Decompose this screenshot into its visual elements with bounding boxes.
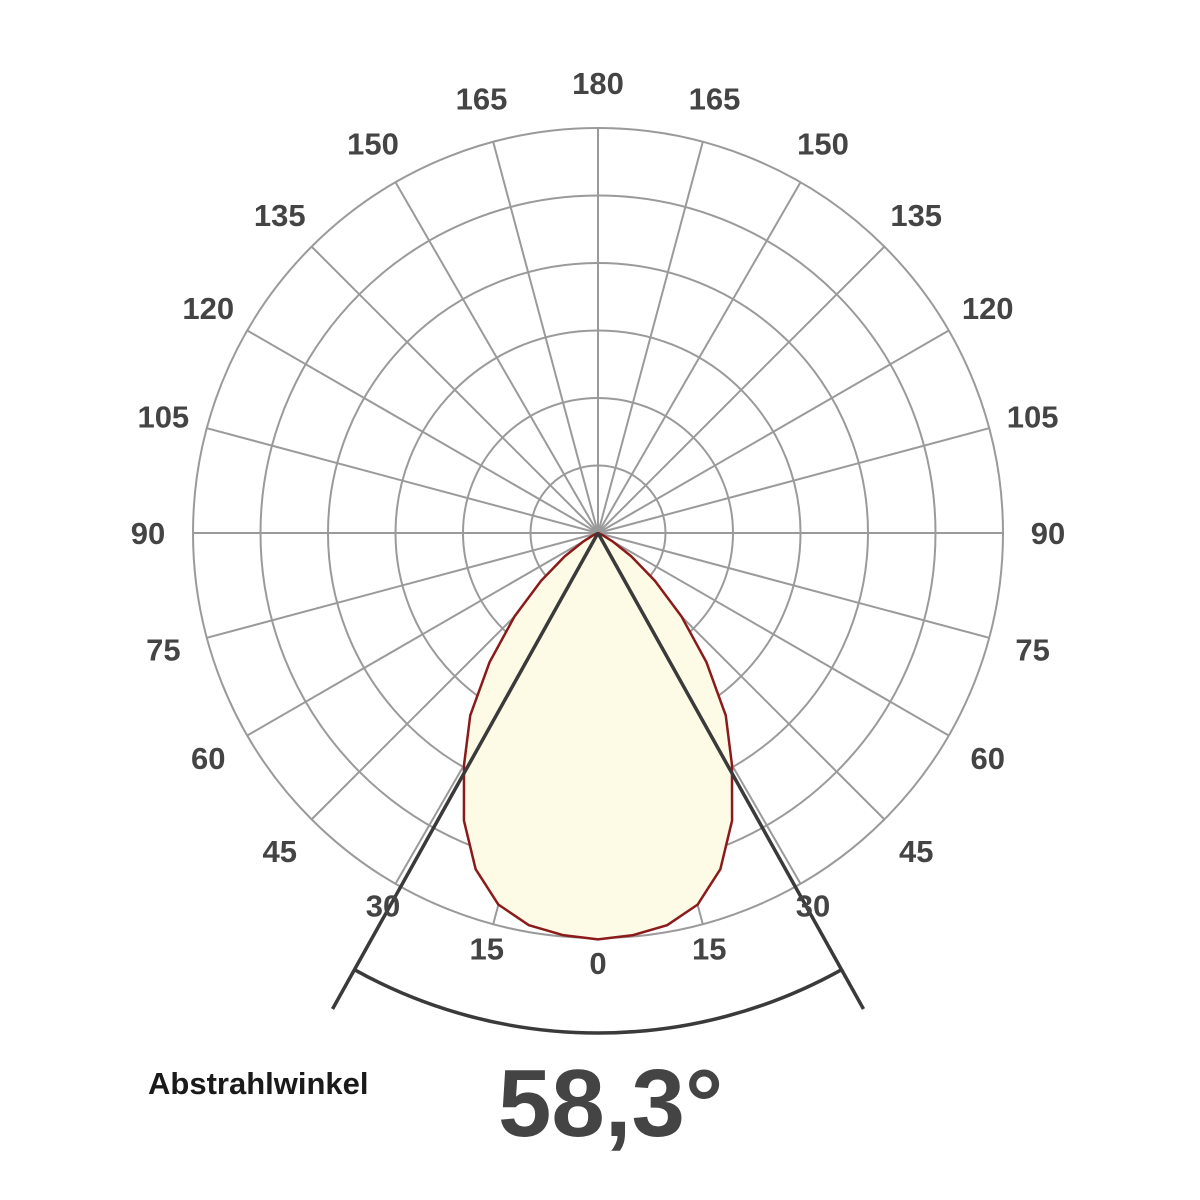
grid-spoke-195 xyxy=(492,141,599,534)
angle-label-left-45: 45 xyxy=(263,834,297,869)
angle-label-right-135: 135 xyxy=(890,198,942,233)
beam-angle-value: 58,3° xyxy=(498,1050,723,1157)
angle-label-left-75: 75 xyxy=(146,632,180,667)
angle-label-left-180: 180 xyxy=(572,66,624,101)
angle-label-left-105: 105 xyxy=(137,400,189,435)
angle-label-right-15: 15 xyxy=(692,931,726,966)
angle-label-left-15: 15 xyxy=(469,931,503,966)
grid-spoke-105 xyxy=(597,427,990,534)
distribution-curve xyxy=(462,531,734,941)
beam-angle-indicator xyxy=(331,532,865,1035)
angle-label-right-45: 45 xyxy=(899,834,933,869)
grid-spoke-225 xyxy=(310,245,599,534)
angle-label-left-90: 90 xyxy=(131,516,165,551)
grid-spoke-285 xyxy=(206,532,599,639)
angle-label-left-165: 165 xyxy=(456,81,508,116)
angle-label-right-90: 90 xyxy=(1031,516,1065,551)
grid-spoke-300 xyxy=(246,532,599,737)
grid-spoke-240 xyxy=(246,329,599,534)
grid-spoke-210 xyxy=(394,181,599,534)
grid-spoke-150 xyxy=(597,181,802,534)
angle-label-right-30: 30 xyxy=(796,888,830,923)
angle-label-left-135: 135 xyxy=(254,198,306,233)
grid-spoke-135 xyxy=(597,245,886,534)
angle-label-right-75: 75 xyxy=(1015,632,1049,667)
angle-label-left-120: 120 xyxy=(182,291,234,326)
angle-label-left-0: 0 xyxy=(589,946,606,981)
distribution-lobe-layer xyxy=(462,531,734,941)
beam-angle-arc xyxy=(353,968,843,1035)
angle-label-right-165: 165 xyxy=(689,81,741,116)
beam-edge-right xyxy=(596,532,865,1010)
grid-spoke-75 xyxy=(597,532,990,639)
angle-label-left-150: 150 xyxy=(347,126,399,161)
angle-label-left-30: 30 xyxy=(366,888,400,923)
beam-edge-left xyxy=(331,532,600,1010)
angle-label-right-105: 105 xyxy=(1007,400,1059,435)
angle-label-right-60: 60 xyxy=(970,741,1004,776)
angle-label-right-150: 150 xyxy=(797,126,849,161)
grid-spoke-60 xyxy=(597,532,950,737)
grid-spoke-120 xyxy=(597,329,950,534)
angle-label-left-60: 60 xyxy=(191,741,225,776)
angle-label-right-120: 120 xyxy=(962,291,1014,326)
angle-labels: 0 15 30 45 60 75 90 105 120 135 150 165 180 15 30 45 60 7… xyxy=(131,66,1065,981)
beam-angle-label: Abstrahlwinkel xyxy=(148,1066,369,1101)
grid-spoke-165 xyxy=(597,141,704,534)
grid-spoke-255 xyxy=(206,427,599,534)
